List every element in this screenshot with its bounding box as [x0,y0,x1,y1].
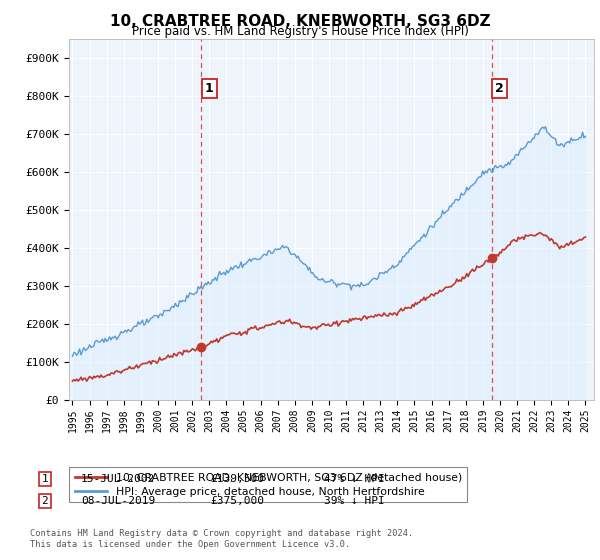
Text: Price paid vs. HM Land Registry's House Price Index (HPI): Price paid vs. HM Land Registry's House … [131,25,469,38]
Text: 2: 2 [41,496,49,506]
Text: 1: 1 [41,474,49,484]
Text: 08-JUL-2019: 08-JUL-2019 [81,496,155,506]
Text: £139,500: £139,500 [210,474,264,484]
Legend: 10, CRABTREE ROAD, KNEBWORTH, SG3 6DZ (detached house), HPI: Average price, deta: 10, CRABTREE ROAD, KNEBWORTH, SG3 6DZ (d… [69,467,467,502]
Text: 10, CRABTREE ROAD, KNEBWORTH, SG3 6DZ: 10, CRABTREE ROAD, KNEBWORTH, SG3 6DZ [110,14,490,29]
Text: 2: 2 [495,82,504,95]
Text: 15-JUL-2002: 15-JUL-2002 [81,474,155,484]
Text: 39% ↓ HPI: 39% ↓ HPI [324,496,385,506]
Text: £375,000: £375,000 [210,496,264,506]
Text: 1: 1 [205,82,214,95]
Text: 47% ↓ HPI: 47% ↓ HPI [324,474,385,484]
Text: Contains HM Land Registry data © Crown copyright and database right 2024.
This d: Contains HM Land Registry data © Crown c… [30,529,413,549]
